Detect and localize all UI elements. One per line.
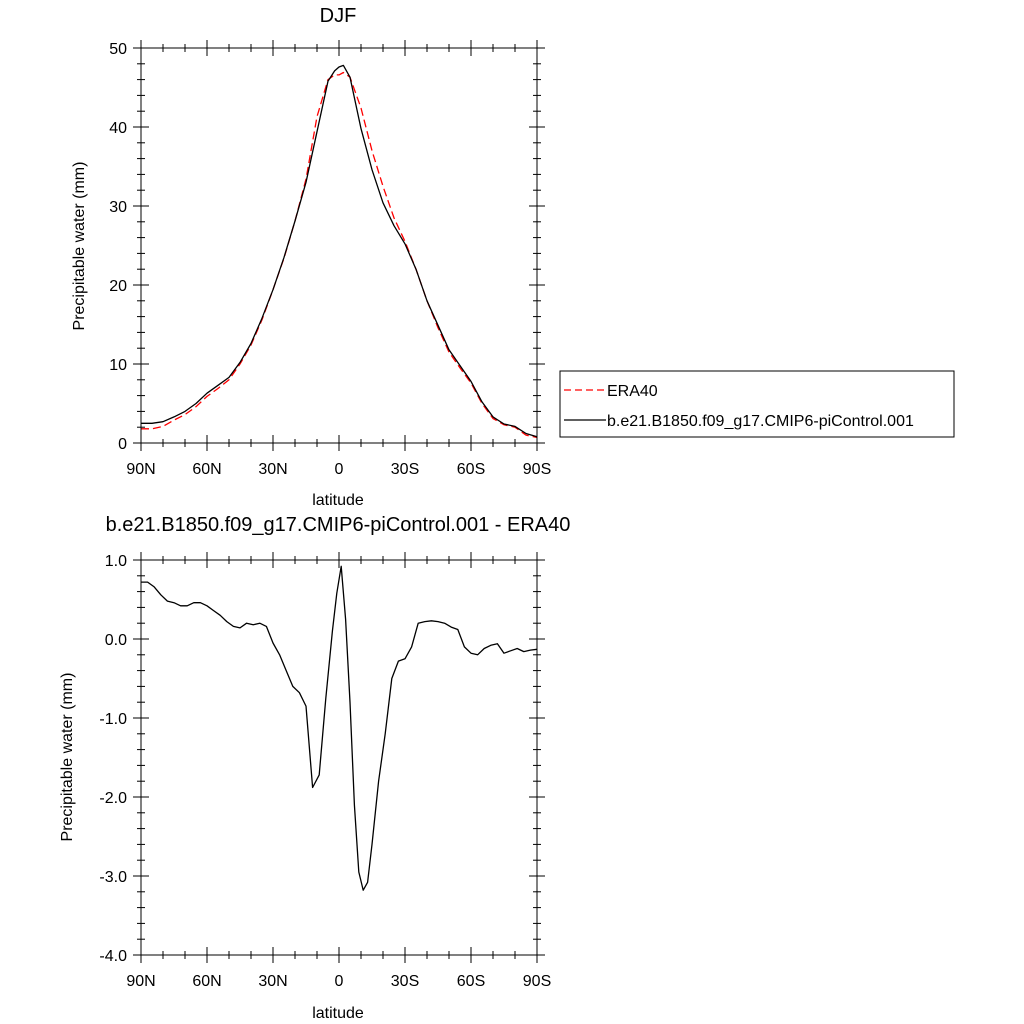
top-chart-x-tick-label: 90N — [126, 461, 155, 478]
bottom-chart-x-tick-label: 0 — [335, 973, 344, 990]
bottom-chart-panel: b.e21.B1850.f09_g17.CMIP6-piControl.001 … — [59, 514, 570, 1022]
bottom-chart-x-tick-label: 60S — [457, 973, 485, 990]
bottom-chart-y-tick-label: -4.0 — [99, 948, 127, 965]
bottom-chart-y-tick-label: 1.0 — [105, 553, 127, 570]
top-chart-y-axis-label: Precipitable water (mm) — [71, 162, 88, 331]
bottom-chart-series — [141, 565, 538, 891]
top-chart-y-tick-label: 40 — [109, 120, 127, 137]
bottom-chart-x-tick-label: 30N — [258, 973, 287, 990]
bottom-chart-plot-frame — [140, 559, 538, 956]
bottom-chart-y-tick-label: -1.0 — [99, 711, 127, 728]
bottom-chart-y-tick-label: -2.0 — [99, 790, 127, 807]
top-chart-title: DJF — [320, 5, 357, 27]
bottom-chart-x-axis-label: latitude — [312, 1005, 364, 1022]
top-chart-series-line-b-e21-b1850-f09-g17-cmip6-picontrol-001 — [141, 64, 538, 438]
top-chart-x-tick-label: 0 — [335, 461, 344, 478]
bottom-chart-title: b.e21.B1850.f09_g17.CMIP6-piControl.001 … — [106, 514, 571, 536]
legend: ERA40 b.e21.B1850.f09_g17.CMIP6-piContro… — [559, 370, 955, 438]
bottom-chart-y-axis: 1.0 0.0 -1.0 -2.0 -3.0 -4.0 — [99, 553, 545, 965]
top-chart-x-tick-label: 30N — [258, 461, 287, 478]
bottom-chart-x-tick-label: 60N — [192, 973, 221, 990]
bottom-chart-x-tick-label: 30S — [391, 973, 419, 990]
top-chart-y-tick-label: 30 — [109, 199, 127, 216]
top-chart-x-tick-label: 60N — [192, 461, 221, 478]
top-chart-y-tick-label: 20 — [109, 278, 127, 295]
legend-label-model: b.e21.B1850.f09_g17.CMIP6-piControl.001 — [607, 413, 914, 430]
legend-box — [559, 370, 955, 438]
bottom-chart-x-tick-label: 90S — [523, 973, 551, 990]
top-chart-series-line-era40 — [141, 71, 538, 439]
top-chart-plot-frame — [140, 47, 538, 444]
bottom-chart-series-line-0 — [141, 565, 538, 891]
legend-label-era40: ERA40 — [607, 383, 658, 400]
top-chart-y-tick-label: 50 — [109, 41, 127, 58]
top-chart-x-axis-label: latitude — [312, 492, 364, 509]
bottom-chart-x-axis: 90N 60N 30N 0 30S 60S 90S — [126, 552, 551, 990]
top-chart-panel: DJF 0 10 20 30 40 50 90N 60N 30N 0 30S 60S 90S lati… — [71, 5, 955, 509]
top-chart-y-tick-label: 10 — [109, 357, 127, 374]
bottom-chart-x-tick-label: 90N — [126, 973, 155, 990]
top-chart-y-axis: 0 10 20 30 40 50 — [109, 41, 545, 453]
bottom-chart-y-axis-label: Precipitable water (mm) — [59, 673, 76, 842]
top-chart-x-tick-label: 60S — [457, 461, 485, 478]
bottom-chart-y-tick-label: 0.0 — [105, 632, 127, 649]
top-chart-y-tick-label: 0 — [118, 436, 127, 453]
top-chart-x-axis: 90N 60N 30N 0 30S 60S 90S — [126, 40, 551, 478]
bottom-chart-y-tick-label: -3.0 — [99, 869, 127, 886]
top-chart-x-tick-label: 30S — [391, 461, 419, 478]
top-chart-x-tick-label: 90S — [523, 461, 551, 478]
top-chart-series — [141, 64, 538, 439]
